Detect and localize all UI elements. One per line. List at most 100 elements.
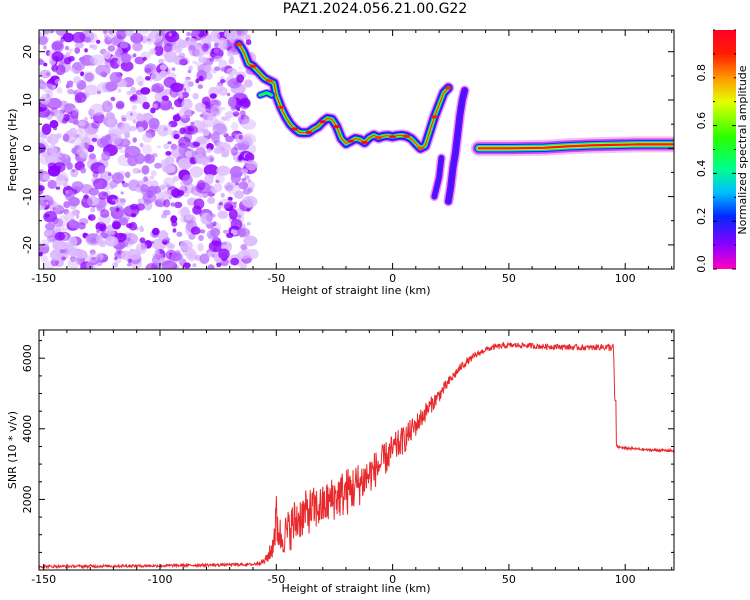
noise-blob (194, 153, 205, 165)
noise-blob (84, 36, 91, 43)
noise-blob (163, 177, 175, 188)
noise-blob (179, 94, 184, 99)
noise-blob (184, 77, 190, 82)
noise-blob (52, 243, 60, 250)
noise-blob (90, 237, 97, 243)
noise-blob (136, 30, 149, 36)
noise-blob (206, 185, 215, 197)
trace-mirror_trace_2 (429, 153, 446, 202)
noise-blob (110, 96, 116, 102)
noise-blob (245, 39, 252, 46)
noise-blob (53, 126, 57, 131)
noise-blob (194, 102, 206, 113)
noise-blob (199, 253, 210, 265)
noise-blob (215, 179, 220, 183)
noise-blob (54, 69, 58, 73)
noise-blob (103, 51, 111, 60)
noise-blob (241, 133, 256, 146)
noise-blob (211, 189, 218, 194)
noise-blob (90, 116, 93, 120)
snr-x-tick-label: -150 (31, 573, 56, 586)
noise-blob (198, 193, 204, 198)
noise-blob (172, 114, 181, 122)
noise-blob (208, 174, 215, 179)
noise-blob (188, 44, 196, 51)
noise-blob (217, 37, 228, 48)
noise-blob (240, 168, 248, 174)
noise-blob (141, 165, 150, 175)
noise-blob (176, 189, 185, 197)
noise-blob (88, 153, 96, 160)
noise-blob (115, 48, 124, 58)
noise-blob (227, 50, 234, 57)
spectrogram-x-tick-label: -100 (148, 272, 173, 285)
noise-blob (216, 165, 231, 176)
noise-blob (208, 240, 224, 253)
noise-blob (46, 97, 62, 110)
noise-blob (214, 66, 221, 71)
noise-blob (171, 45, 182, 54)
noise-blob (134, 153, 145, 165)
noise-blob (84, 48, 88, 53)
noise-blob (65, 51, 71, 58)
noise-blob (54, 231, 66, 241)
noise-blob (80, 184, 93, 194)
noise-blob (39, 131, 43, 138)
noise-blob (153, 103, 158, 109)
noise-blob (205, 71, 213, 80)
noise-blob (231, 80, 236, 85)
trace-layer (432, 156, 444, 199)
noise-blob (135, 180, 141, 185)
noise-blob (218, 202, 223, 206)
spectrogram-y-axis-label: Frequency (Hz) (6, 109, 19, 192)
noise-blob (87, 214, 96, 221)
noise-blob (124, 30, 134, 37)
noise-blob (39, 243, 50, 254)
noise-blob (218, 248, 230, 260)
noise-blob (150, 240, 155, 244)
spectrogram-x-tick-label: -150 (31, 272, 56, 285)
noise-blob (51, 40, 64, 53)
noise-blob (130, 86, 137, 94)
noise-blob (163, 143, 170, 150)
noise-blob (142, 192, 157, 203)
noise-blob (212, 123, 227, 135)
noise-blob (126, 90, 132, 96)
noise-blob (170, 82, 184, 93)
noise-blob (164, 30, 180, 43)
hotspot (305, 130, 313, 134)
noise-blob (225, 135, 234, 143)
hotspot (417, 146, 424, 150)
noise-blob (154, 248, 160, 254)
noise-blob (115, 100, 125, 109)
noise-blob (163, 199, 171, 208)
noise-blob (117, 250, 122, 255)
hotspot (430, 115, 438, 119)
noise-blob (129, 125, 137, 132)
noise-blob (182, 190, 190, 198)
noise-blob (248, 178, 251, 183)
noise-blob (174, 201, 183, 209)
colorbar: 0.0 0.2 0.4 0.6 0.8 Normalized spectral ampl… (695, 29, 749, 273)
noise-blob (203, 164, 219, 177)
colorbar-tick-label: 0.6 (695, 112, 708, 130)
noise-blob (115, 207, 120, 212)
noise-blob (69, 139, 76, 144)
noise-blob (207, 251, 213, 258)
trace-main_trace (233, 38, 455, 155)
noise-blob (197, 84, 204, 89)
noise-blob (246, 208, 251, 212)
noise-blob (119, 79, 128, 88)
noise-blob (67, 236, 78, 247)
noise-blob (240, 244, 248, 251)
noise-blob (53, 202, 60, 209)
noise-blob (140, 242, 148, 249)
noise-blob (216, 257, 222, 262)
noise-blob (59, 249, 66, 254)
noise-blob (65, 190, 69, 194)
noise-blob (161, 239, 168, 244)
noise-blob (220, 67, 226, 72)
noise-blob (230, 257, 240, 266)
noise-blob (62, 32, 74, 43)
noise-blob (190, 226, 201, 235)
